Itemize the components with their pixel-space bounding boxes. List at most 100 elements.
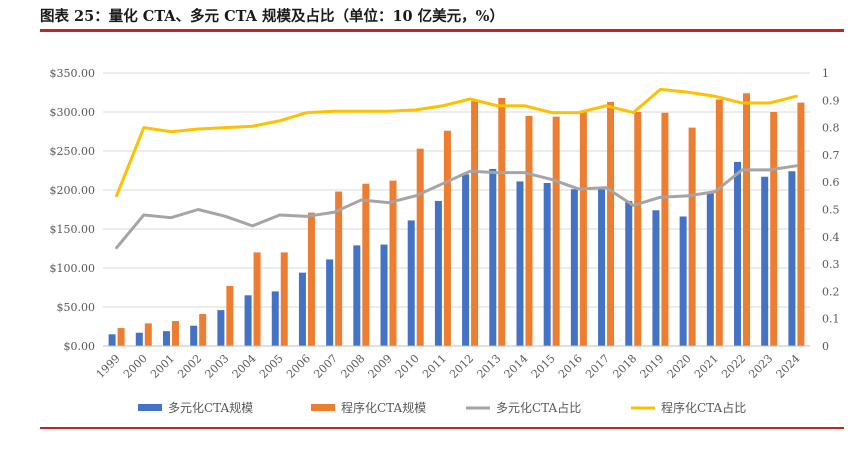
bar-multi-cta-aum bbox=[788, 171, 796, 346]
bar-program-cta-aum bbox=[171, 321, 179, 346]
x-tick-label: 2003 bbox=[202, 352, 231, 381]
bar-program-cta-aum bbox=[226, 285, 234, 346]
legend-label: 多元化CTA规模 bbox=[168, 400, 253, 415]
y-left-tick-label: $300.00 bbox=[50, 106, 96, 119]
y-left-tick-label: $250.00 bbox=[50, 145, 96, 158]
bar-multi-cta-aum bbox=[190, 325, 198, 346]
bar-program-cta-aum bbox=[498, 97, 506, 347]
y-right-tick-label: 0.1 bbox=[822, 313, 840, 326]
x-tick-label: 2000 bbox=[121, 352, 150, 381]
x-tick-label: 2014 bbox=[502, 352, 531, 381]
bar-program-cta-aum bbox=[335, 191, 343, 346]
y-left-tick-label: $200.00 bbox=[50, 184, 96, 197]
bar-multi-cta-aum bbox=[326, 259, 334, 346]
x-tick-label: 2013 bbox=[474, 352, 503, 381]
legend-swatch bbox=[138, 404, 162, 411]
x-tick-label: 2009 bbox=[366, 352, 395, 381]
line-program-cta-share bbox=[115, 87, 798, 198]
bar-program-cta-aum bbox=[579, 112, 587, 346]
x-tick-label: 2022 bbox=[719, 352, 748, 381]
y-left-tick-label: $50.00 bbox=[57, 301, 96, 314]
bar-program-cta-aum bbox=[770, 112, 778, 346]
bar-program-cta-aum bbox=[797, 102, 805, 346]
legend-label: 程序化CTA占比 bbox=[661, 400, 746, 415]
legend-swatch bbox=[311, 404, 335, 411]
line-multi-cta-share bbox=[115, 164, 798, 250]
bar-program-cta-aum bbox=[525, 115, 533, 347]
legend-label: 程序化CTA规模 bbox=[341, 400, 426, 415]
bar-multi-cta-aum bbox=[244, 295, 252, 346]
y-right-tick-label: 0.7 bbox=[822, 149, 840, 162]
y-right-tick-label: 0.4 bbox=[822, 231, 840, 244]
y-left-tick-label: $0.00 bbox=[64, 340, 96, 353]
bar-program-cta-aum bbox=[471, 101, 479, 346]
y-right-tick-label: 0.3 bbox=[822, 258, 840, 271]
bar-multi-cta-aum bbox=[489, 168, 497, 346]
bar-multi-cta-aum bbox=[625, 200, 633, 346]
bar-multi-cta-aum bbox=[543, 182, 551, 346]
line-series bbox=[115, 87, 798, 250]
bar-program-cta-aum bbox=[443, 130, 451, 346]
bar-multi-cta-aum bbox=[652, 210, 660, 346]
bar-multi-cta-aum bbox=[298, 272, 306, 346]
bar-multi-cta-aum bbox=[734, 161, 742, 346]
x-tick-label: 2019 bbox=[638, 352, 667, 381]
x-tick-label: 2017 bbox=[583, 352, 612, 381]
y-right-tick-label: 0.6 bbox=[822, 176, 840, 189]
bar-series bbox=[108, 93, 805, 347]
y-left-tick-label: $150.00 bbox=[50, 223, 96, 236]
x-axis: 1999200020012002200320042005200620072008… bbox=[94, 345, 810, 381]
x-tick-label: 2024 bbox=[774, 352, 803, 381]
bar-program-cta-aum bbox=[389, 180, 397, 346]
bar-multi-cta-aum bbox=[434, 200, 442, 346]
bar-program-cta-aum bbox=[117, 328, 125, 346]
x-tick-label: 1999 bbox=[94, 352, 123, 381]
bar-program-cta-aum bbox=[280, 252, 288, 346]
bar-multi-cta-aum bbox=[407, 220, 415, 346]
bar-program-cta-aum bbox=[743, 93, 751, 346]
x-tick-label: 2020 bbox=[665, 352, 694, 381]
bar-multi-cta-aum bbox=[217, 310, 225, 346]
legend-label: 多元化CTA占比 bbox=[496, 400, 581, 415]
bar-multi-cta-aum bbox=[570, 189, 578, 346]
x-tick-label: 2007 bbox=[311, 352, 340, 381]
bar-multi-cta-aum bbox=[271, 291, 279, 346]
y-right-tick-label: 1 bbox=[822, 67, 829, 80]
top-rule bbox=[40, 29, 844, 32]
y-right-tick-label: 0.5 bbox=[822, 204, 840, 217]
x-tick-label: 2006 bbox=[284, 352, 313, 381]
x-tick-label: 2012 bbox=[447, 352, 476, 381]
bar-multi-cta-aum bbox=[598, 189, 606, 346]
right-axis: 0 0.1 0.2 0.3 0.4 0.5 0.6 0.7 0.8 0.9 1 bbox=[822, 67, 840, 353]
x-tick-label: 2005 bbox=[257, 352, 286, 381]
x-tick-label: 2010 bbox=[393, 352, 422, 381]
bar-program-cta-aum bbox=[715, 99, 723, 347]
bottom-rule bbox=[40, 427, 844, 429]
bar-multi-cta-aum bbox=[108, 334, 116, 346]
left-axis: $0.00 $50.00 $100.00 $150.00 $200.00 $250.00 $… bbox=[50, 67, 96, 353]
x-tick-label: 2002 bbox=[175, 352, 204, 381]
bar-multi-cta-aum bbox=[516, 181, 524, 346]
bar-program-cta-aum bbox=[634, 112, 642, 346]
bar-program-cta-aum bbox=[661, 112, 669, 346]
bar-multi-cta-aum bbox=[679, 216, 687, 346]
y-right-tick-label: 0.8 bbox=[822, 122, 840, 135]
x-tick-label: 2001 bbox=[148, 352, 177, 381]
figure-title: 图表 25：量化 CTA、多元 CTA 规模及占比（单位：10 亿美元，%） bbox=[40, 8, 504, 25]
bar-program-cta-aum bbox=[552, 116, 560, 347]
x-tick-label: 2011 bbox=[420, 352, 449, 381]
gridlines bbox=[103, 72, 810, 347]
bar-program-cta-aum bbox=[607, 101, 615, 346]
x-tick-label: 2016 bbox=[556, 352, 585, 381]
bar-program-cta-aum bbox=[144, 323, 152, 346]
legend: 多元化CTA规模 程序化CTA规模 多元化CTA占比 程序化CTA占比 bbox=[138, 400, 746, 415]
bar-program-cta-aum bbox=[253, 252, 261, 346]
x-tick-label: 2021 bbox=[692, 352, 721, 381]
x-tick-label: 2018 bbox=[610, 352, 639, 381]
x-tick-label: 2004 bbox=[230, 352, 259, 381]
bar-program-cta-aum bbox=[416, 148, 424, 346]
y-left-tick-label: $100.00 bbox=[50, 262, 96, 275]
x-tick-label: 2008 bbox=[338, 352, 367, 381]
bar-multi-cta-aum bbox=[761, 176, 769, 346]
